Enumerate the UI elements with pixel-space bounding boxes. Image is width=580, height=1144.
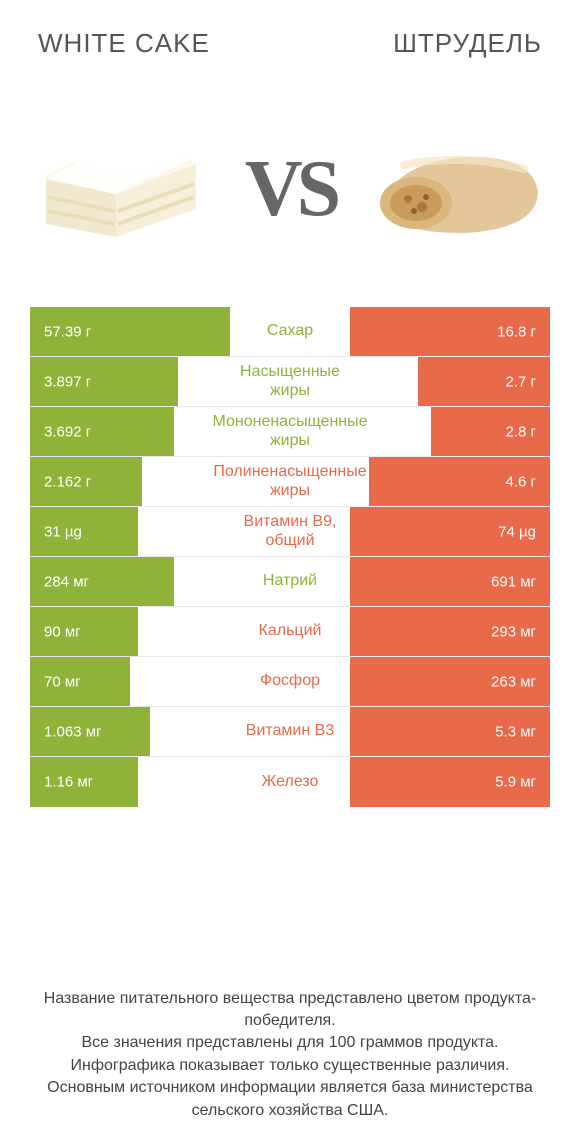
- right-bar: 2.8 г: [370, 407, 550, 456]
- right-value: 4.6 г: [506, 473, 537, 490]
- comparison-table: 57.39 г Сахар 16.8 г 3.897 г Насыщенные жиры…: [30, 307, 550, 807]
- right-value: 2.8 г: [506, 423, 537, 440]
- left-value: 90 мг: [44, 623, 81, 640]
- left-bar: 3.897 г: [30, 357, 230, 406]
- nutrient-label: Мононенасыщенные жиры: [210, 407, 369, 456]
- table-row: 70 мг Фосфор 263 мг: [30, 657, 550, 707]
- table-row: 284 мг Натрий 691 мг: [30, 557, 550, 607]
- left-value: 31 µg: [44, 523, 82, 540]
- right-bar: 293 мг: [350, 607, 550, 656]
- left-bar: 284 мг: [30, 557, 230, 606]
- hero: VS: [30, 89, 550, 289]
- footer-line: Название питательного вещества представл…: [30, 988, 550, 1033]
- right-bar: 5.3 мг: [350, 707, 550, 756]
- nutrient-label: Витамин B9, общий: [230, 507, 350, 556]
- left-bar: 1.063 мг: [30, 707, 230, 756]
- table-row: 3.692 г Мононенасыщенные жиры 2.8 г: [30, 407, 550, 457]
- cake-icon: [36, 119, 206, 249]
- right-bar: 74 µg: [350, 507, 550, 556]
- footer-line: Все значения представлены для 100 граммо…: [30, 1032, 550, 1054]
- nutrient-label: Сахар: [230, 307, 350, 356]
- right-value: 16.8 г: [497, 323, 536, 340]
- strudel-icon: [374, 135, 544, 245]
- table-row: 31 µg Витамин B9, общий 74 µg: [30, 507, 550, 557]
- right-bar: 2.7 г: [350, 357, 550, 406]
- right-value: 5.9 мг: [495, 774, 536, 791]
- footer-line: Основным источником информации является …: [30, 1077, 550, 1122]
- table-row: 57.39 г Сахар 16.8 г: [30, 307, 550, 357]
- header: WHITE CAKE ШТРУДЕЛЬ: [0, 0, 580, 59]
- nutrient-label: Насыщенные жиры: [230, 357, 350, 406]
- nutrient-label: Железо: [230, 757, 350, 807]
- right-value: 5.3 мг: [495, 723, 536, 740]
- table-row: 1.063 мг Витамин B3 5.3 мг: [30, 707, 550, 757]
- left-bar: 90 мг: [30, 607, 230, 656]
- right-bar: 691 мг: [350, 557, 550, 606]
- left-value: 1.063 мг: [44, 723, 102, 740]
- left-value: 3.692 г: [44, 423, 91, 440]
- left-value: 1.16 мг: [44, 774, 93, 791]
- nutrient-label: Витамин B3: [230, 707, 350, 756]
- left-value: 2.162 г: [44, 473, 91, 490]
- footer-note: Название питательного вещества представл…: [30, 988, 550, 1122]
- nutrient-label: Натрий: [230, 557, 350, 606]
- left-value: 57.39 г: [44, 323, 91, 340]
- table-row: 90 мг Кальций 293 мг: [30, 607, 550, 657]
- right-value: 74 µg: [498, 523, 536, 540]
- nutrient-label: Фосфор: [230, 657, 350, 706]
- left-value: 3.897 г: [44, 373, 91, 390]
- right-value: 293 мг: [491, 623, 536, 640]
- right-value: 691 мг: [491, 573, 536, 590]
- left-bar: 57.39 г: [30, 307, 230, 356]
- right-value: 263 мг: [491, 673, 536, 690]
- left-title: WHITE CAKE: [38, 28, 210, 59]
- left-bar: 1.16 мг: [30, 757, 230, 807]
- footer-line: Инфографика показывает только существенн…: [30, 1055, 550, 1077]
- right-bar: 5.9 мг: [350, 757, 550, 807]
- left-bar: 31 µg: [30, 507, 230, 556]
- table-row: 3.897 г Насыщенные жиры 2.7 г: [30, 357, 550, 407]
- table-row: 2.162 г Полиненасыщенные жиры 4.6 г: [30, 457, 550, 507]
- left-bar: 2.162 г: [30, 457, 211, 506]
- right-bar: 263 мг: [350, 657, 550, 706]
- right-title: ШТРУДЕЛЬ: [393, 28, 542, 59]
- left-value: 70 мг: [44, 673, 81, 690]
- right-value: 2.7 г: [506, 373, 537, 390]
- nutrient-label: Кальций: [230, 607, 350, 656]
- table-row: 1.16 мг Железо 5.9 мг: [30, 757, 550, 807]
- nutrient-label: Полиненасыщенные жиры: [211, 457, 368, 506]
- right-bar: 16.8 г: [350, 307, 550, 356]
- left-bar: 3.692 г: [30, 407, 210, 456]
- left-value: 284 мг: [44, 573, 89, 590]
- left-bar: 70 мг: [30, 657, 230, 706]
- vs-label: VS: [245, 149, 335, 229]
- right-bar: 4.6 г: [369, 457, 550, 506]
